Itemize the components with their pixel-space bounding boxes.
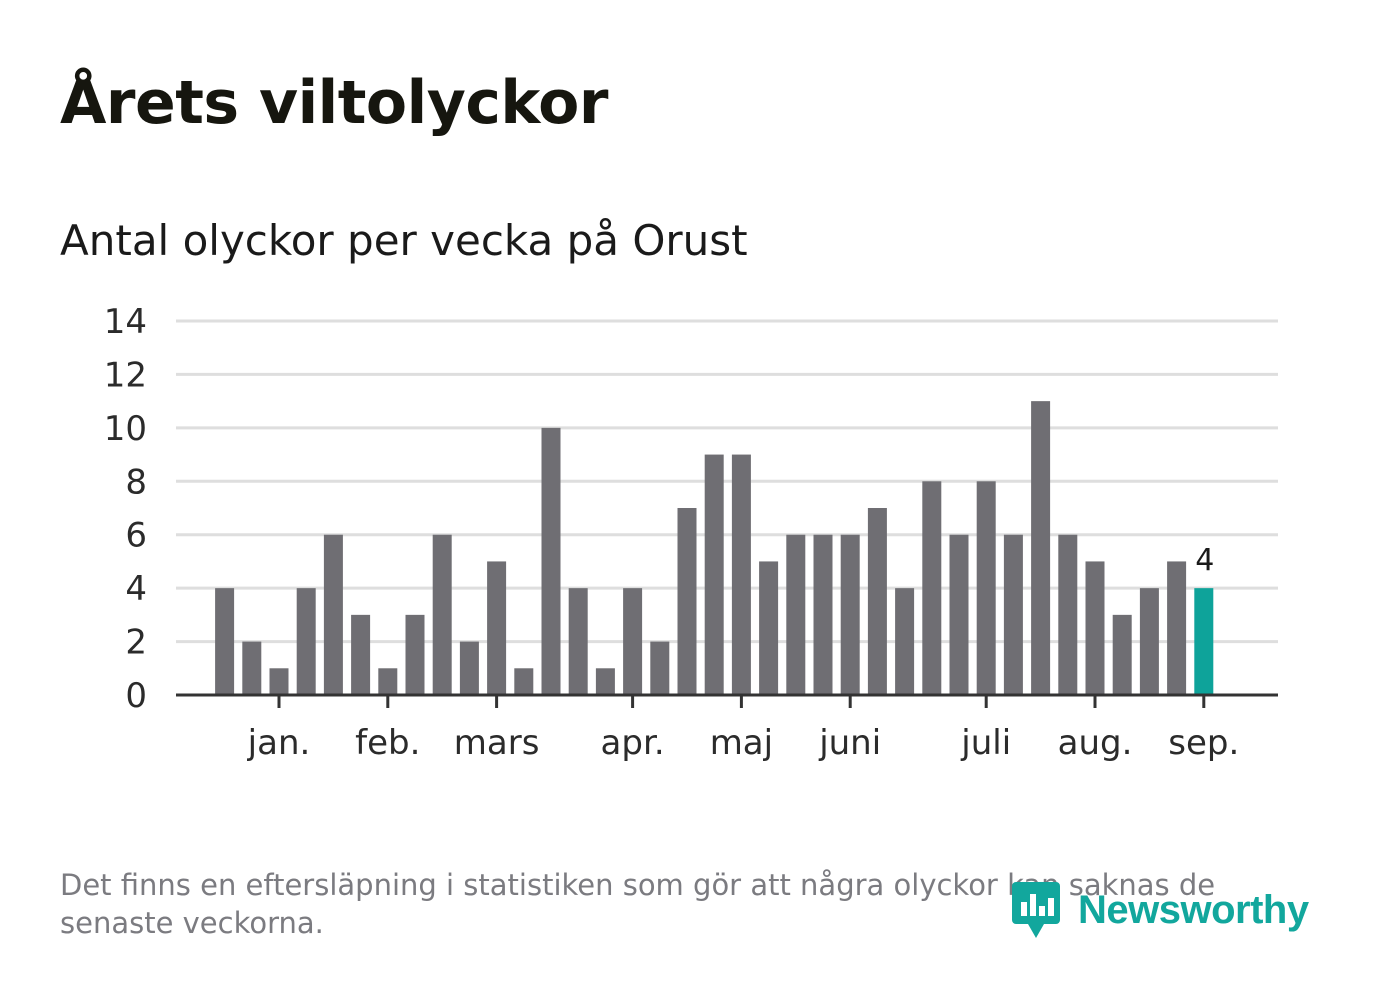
y-tick-label: 14	[104, 302, 147, 342]
bar	[541, 427, 561, 695]
x-tick-label: feb.	[355, 723, 420, 763]
bar	[242, 641, 262, 695]
chart-title: Årets viltolyckor	[60, 68, 609, 138]
bar	[378, 668, 398, 695]
bar	[677, 508, 697, 695]
bar	[867, 508, 887, 695]
bar	[1167, 561, 1187, 695]
bar	[704, 454, 724, 695]
bar-highlighted	[1194, 588, 1214, 695]
y-tick-label: 0	[125, 676, 147, 716]
x-tick-label: apr.	[601, 723, 665, 763]
x-tick-label: mars	[454, 723, 540, 763]
x-tick-label: maj	[710, 723, 773, 763]
y-tick-label: 4	[125, 569, 147, 609]
bar	[623, 588, 643, 695]
bar	[759, 561, 779, 695]
bar	[650, 641, 670, 695]
bar	[1031, 401, 1051, 695]
bar	[1112, 614, 1132, 695]
x-tick-label: sep.	[1168, 723, 1239, 763]
bar	[296, 588, 316, 695]
y-tick-label: 8	[125, 462, 147, 502]
bar	[568, 588, 588, 695]
bar	[514, 668, 534, 695]
bar	[351, 614, 371, 695]
bar	[922, 481, 942, 695]
bar	[459, 641, 479, 695]
bar	[1085, 561, 1105, 695]
y-tick-label: 6	[125, 516, 147, 556]
bar	[813, 534, 833, 695]
bar	[405, 614, 425, 695]
y-tick-label: 12	[104, 355, 147, 395]
x-tick-label: juli	[960, 723, 1011, 763]
bar	[786, 534, 806, 695]
data-label-last: 4	[1195, 543, 1214, 578]
y-tick-label: 10	[104, 409, 147, 449]
bar	[595, 668, 615, 695]
y-tick-label: 2	[125, 623, 147, 663]
x-tick-label: aug.	[1058, 723, 1133, 763]
bar	[949, 534, 969, 695]
bar	[323, 534, 343, 695]
bar	[1139, 588, 1159, 695]
bar	[1003, 534, 1023, 695]
bar	[1058, 534, 1078, 695]
bar	[269, 668, 289, 695]
chart-subtitle: Antal olyckor per vecka på Orust	[60, 216, 748, 265]
x-tick-label: juni	[818, 723, 881, 763]
bar	[895, 588, 915, 695]
brand-name: Newsworthy	[1078, 887, 1309, 932]
newsworthy-logo-icon	[1012, 882, 1060, 938]
bar	[840, 534, 860, 695]
bar	[215, 588, 235, 695]
x-tick-label: jan.	[247, 723, 311, 763]
bar	[432, 534, 452, 695]
bar	[731, 454, 751, 695]
bar	[976, 481, 996, 695]
brand-logo[interactable]: Newsworthy	[1010, 878, 1330, 942]
bar	[487, 561, 507, 695]
